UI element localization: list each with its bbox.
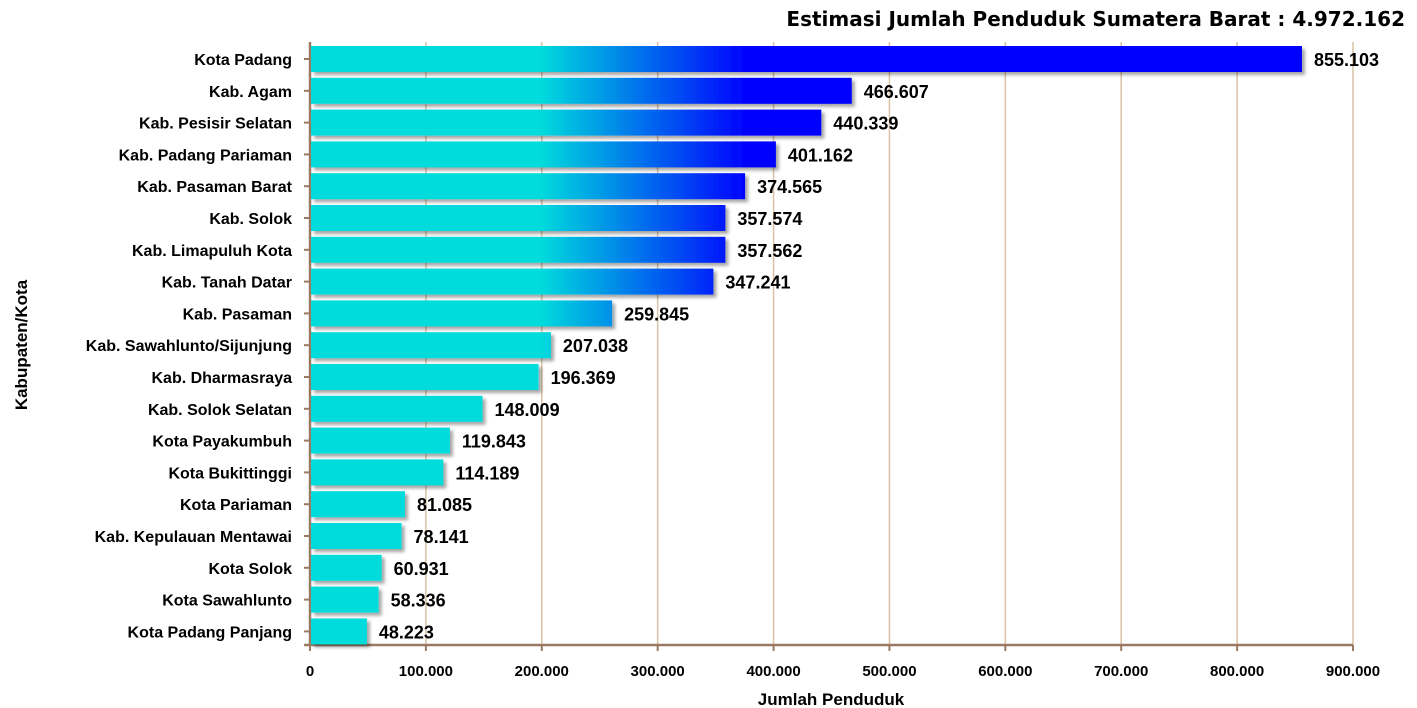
category-label: Kab. Solok Selatan xyxy=(148,402,292,419)
value-label: 78.141 xyxy=(414,527,469,547)
x-tick-label: 100.000 xyxy=(399,663,453,680)
bar xyxy=(311,491,405,518)
value-label: 58.336 xyxy=(391,591,446,611)
x-tick-label: 600.000 xyxy=(978,663,1032,680)
y-axis-title: Kabupaten/Kota xyxy=(12,279,31,410)
bar xyxy=(311,459,444,486)
category-label: Kab. Pasaman Barat xyxy=(137,179,292,196)
x-tick-label: 200.000 xyxy=(515,663,569,680)
x-axis-title: Jumlah Penduduk xyxy=(758,690,905,708)
value-label: 119.843 xyxy=(462,432,526,452)
category-label: Kab. Kepulauan Mentawai xyxy=(95,529,292,546)
bar xyxy=(311,300,613,327)
bar xyxy=(311,427,450,454)
bar xyxy=(311,205,726,231)
chart-title: Estimasi Jumlah Penduduk Sumatera Barat … xyxy=(786,7,1405,31)
bar xyxy=(311,364,539,390)
value-label: 466.607 xyxy=(864,82,929,102)
value-label: 114.189 xyxy=(455,463,519,483)
value-label: 196.369 xyxy=(551,368,616,388)
bar xyxy=(311,268,714,295)
bar xyxy=(311,586,379,613)
x-tick-label: 0 xyxy=(306,663,314,680)
value-label: 401.162 xyxy=(788,145,853,165)
bar xyxy=(311,109,822,136)
bar xyxy=(311,523,402,549)
category-label: Kota Padang Panjang xyxy=(128,624,292,641)
value-label: 357.574 xyxy=(737,209,802,229)
value-label: 148.009 xyxy=(495,400,560,420)
bar xyxy=(311,554,382,581)
x-tick-label: 700.000 xyxy=(1094,663,1148,680)
value-label: 207.038 xyxy=(563,336,628,356)
category-label: Kab. Padang Pariaman xyxy=(119,147,292,164)
category-label: Kab. Agam xyxy=(209,84,292,101)
category-label: Kota Payakumbuh xyxy=(152,434,292,451)
category-label: Kab. Tanah Datar xyxy=(162,275,292,292)
value-label: 374.565 xyxy=(757,177,822,197)
category-label: Kab. Pesisir Selatan xyxy=(139,116,292,133)
category-label: Kab. Pasaman xyxy=(183,306,292,323)
value-label: 81.085 xyxy=(417,495,472,515)
value-label: 60.931 xyxy=(394,559,449,579)
value-label: 259.845 xyxy=(624,304,689,324)
x-tick-label: 900.000 xyxy=(1326,663,1380,680)
x-tick-label: 400.000 xyxy=(746,663,800,680)
bar xyxy=(311,618,367,645)
category-label: Kota Bukittinggi xyxy=(168,465,292,482)
x-tick-label: 300.000 xyxy=(631,663,685,680)
bar xyxy=(311,332,551,359)
bar xyxy=(311,173,746,200)
value-label: 357.562 xyxy=(737,241,802,261)
x-tick-label: 500.000 xyxy=(862,663,916,680)
category-label: Kab. Limapuluh Kota xyxy=(132,243,292,260)
category-label: Kota Pariaman xyxy=(180,497,292,514)
value-label: 347.241 xyxy=(725,273,790,293)
category-label: Kota Solok xyxy=(208,561,292,578)
bar xyxy=(311,77,852,104)
value-label: 48.223 xyxy=(379,622,434,642)
bar xyxy=(311,395,483,422)
category-label: Kab. Solok xyxy=(209,211,292,228)
category-label: Kota Sawahlunto xyxy=(162,593,292,610)
plot-area: 0 100.000 200.000 300.000 400.000 500.000 600.… xyxy=(86,42,1380,680)
category-label: Kab. Sawahlunto/Sijunjung xyxy=(86,338,292,355)
bar xyxy=(311,141,776,168)
category-label: Kab. Dharmasraya xyxy=(151,370,292,387)
bar xyxy=(311,236,726,263)
category-label: Kota Padang xyxy=(194,52,292,69)
value-label: 855.103 xyxy=(1314,50,1379,70)
value-label: 440.339 xyxy=(833,114,898,134)
x-tick-label: 800.000 xyxy=(1210,663,1264,680)
bar xyxy=(311,46,1302,72)
